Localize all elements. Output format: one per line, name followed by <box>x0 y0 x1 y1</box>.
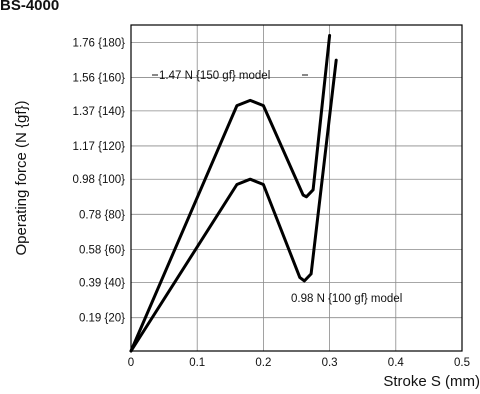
y-tick-label: 0.98 {100} <box>73 174 126 186</box>
x-tick-label: 0 <box>128 357 134 369</box>
chart-header-text: BS-4000 <box>0 0 59 14</box>
curve-150gf-model <box>129 34 332 353</box>
y-tick-label: 0.58 {60} <box>79 244 125 256</box>
tick-labels: 0.19 {20} 0.39 {40} 0.58 {60} 0.78 {80} 0.98… <box>73 38 470 369</box>
y-tick-label: 1.56 {160} <box>73 73 126 85</box>
y-tick-label: 0.78 {80} <box>79 209 125 221</box>
x-axis-title: Stroke S (mm) <box>383 373 480 390</box>
y-tick-label: 1.76 {180} <box>73 38 126 50</box>
force-curves <box>129 34 338 353</box>
x-tick-label: 0.1 <box>189 357 205 369</box>
y-tick-label: 1.17 {120} <box>73 141 126 153</box>
y-axis-title: Operating force (N {gf}) <box>13 100 30 255</box>
y-tick-label: 1.37 {140} <box>73 106 126 118</box>
curve-100gf-model <box>129 58 338 353</box>
y-tick-label: 0.19 {20} <box>79 313 125 325</box>
x-tick-label: 0.5 <box>454 357 470 369</box>
y-tick-label: 0.39 {40} <box>79 278 125 290</box>
plot-frame <box>130 24 463 352</box>
x-tick-label: 0.4 <box>388 357 405 369</box>
x-tick-label: 0.3 <box>322 357 338 369</box>
x-tick-label: 0.2 <box>255 357 271 369</box>
series-annotations: 1.47 N {150 gf} model 0.98 N {100 gf} mod… <box>152 70 402 305</box>
annotation-150gf-model: 1.47 N {150 gf} model <box>159 70 270 82</box>
annotation-100gf-model: 0.98 N {100 gf} model <box>291 293 402 305</box>
